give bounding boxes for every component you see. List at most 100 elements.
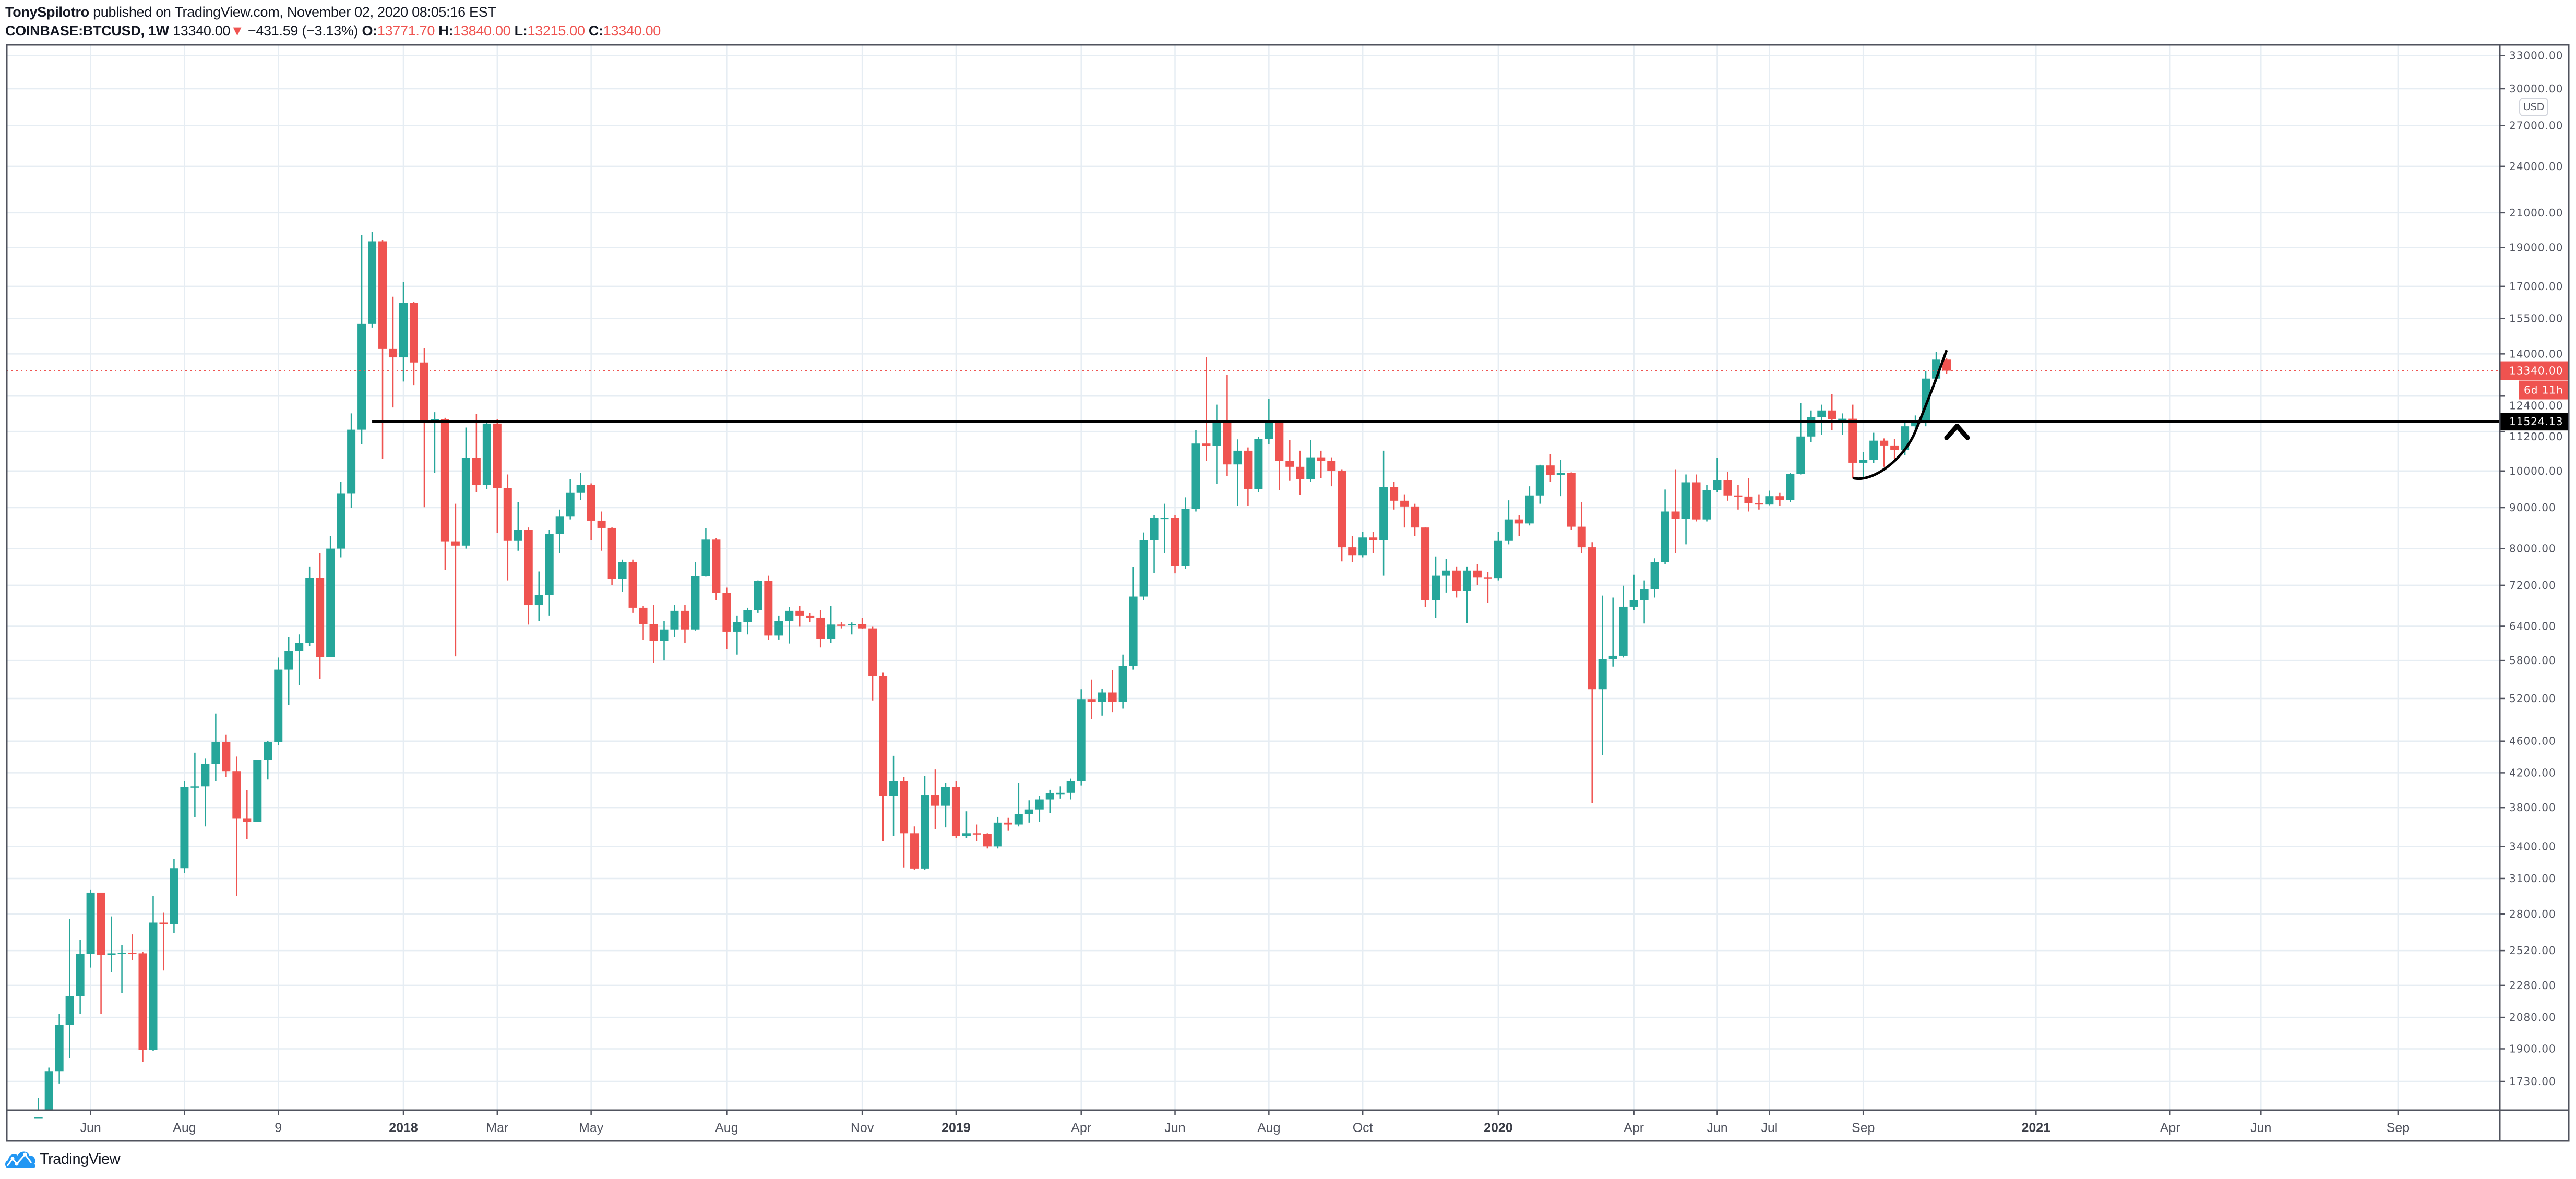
price-tick-label: 5800.00 [2509, 654, 2556, 667]
candle-body [1118, 666, 1127, 702]
candle [1619, 585, 1628, 658]
candle [1869, 432, 1878, 463]
candle-body [1775, 496, 1784, 500]
chart-grid [7, 45, 2500, 1110]
candle-body [858, 624, 867, 629]
close-value: 13340.00 [603, 23, 661, 39]
candle-body [1379, 487, 1388, 540]
candle [1317, 450, 1326, 478]
candle [1077, 689, 1086, 786]
candle [660, 621, 669, 661]
price-axis[interactable] [2500, 45, 2569, 1110]
candle [1504, 500, 1513, 545]
time-tick-label: May [579, 1121, 604, 1135]
candle [1442, 559, 1450, 593]
candle [607, 527, 616, 585]
candle-body [44, 1071, 53, 1110]
candle [868, 626, 877, 701]
candle [848, 622, 856, 635]
candle-body [1848, 418, 1857, 463]
candle [774, 615, 783, 640]
candle [1817, 404, 1826, 435]
candle-body [1014, 814, 1023, 825]
candle-body [837, 624, 846, 626]
candle-body [681, 610, 689, 630]
author-name[interactable]: TonySpilotro [5, 4, 89, 20]
candle [1390, 482, 1399, 510]
candle [983, 833, 992, 849]
candle-body [900, 781, 909, 834]
time-tick-label: Mar [486, 1121, 508, 1135]
low-value: 13215.00 [527, 23, 585, 39]
candle [1661, 489, 1669, 564]
candle [566, 479, 575, 520]
candle [858, 618, 867, 629]
candle-body [524, 530, 533, 606]
candle-body [1901, 426, 1910, 450]
tradingview-cloud-logo-icon [5, 1151, 35, 1168]
candle-body [1035, 799, 1044, 810]
candle [1233, 439, 1242, 506]
candle [910, 826, 919, 870]
candle [639, 606, 648, 641]
candle [1254, 437, 1263, 493]
candle-body [472, 458, 481, 486]
candle [1191, 430, 1200, 512]
price-tick-label: 15500.00 [2509, 312, 2563, 324]
candle [806, 613, 815, 622]
candle [691, 562, 700, 631]
candle-body [618, 562, 627, 579]
candle-body [691, 576, 700, 630]
candle-body [868, 628, 877, 676]
candle-body [951, 787, 960, 837]
price-tick-label: 3800.00 [2509, 801, 2556, 814]
candle-body [117, 953, 126, 954]
candle [972, 824, 981, 841]
candle-body [1880, 440, 1889, 446]
candle-body [107, 953, 116, 955]
currency-button[interactable]: USD [2519, 98, 2548, 116]
candle-body [253, 760, 262, 822]
caret-up-drawing[interactable] [1944, 424, 1970, 440]
candle [514, 502, 522, 551]
price-change: −431.59 (−3.13%) [247, 23, 359, 39]
price-tick-label: 9000.00 [2509, 501, 2556, 514]
candle [368, 232, 377, 328]
candle [503, 474, 512, 581]
candle [1608, 597, 1617, 667]
candle-body [639, 607, 648, 624]
candle [1379, 450, 1388, 576]
candle-body [1400, 500, 1409, 507]
candle-body [1744, 496, 1753, 503]
candle [1629, 574, 1638, 610]
candle-body [1828, 410, 1836, 419]
chart-frame [6, 44, 2570, 1142]
candle [816, 610, 825, 648]
candle [941, 783, 950, 828]
candle [1275, 422, 1284, 490]
candle-body [482, 423, 491, 486]
candle [1838, 413, 1847, 435]
brand-name[interactable]: TradingView [40, 1150, 121, 1168]
candle-body [1265, 423, 1273, 439]
time-tick-label: Aug [1257, 1121, 1280, 1135]
candle-body [34, 1117, 43, 1119]
price-tick-label: 1730.00 [2509, 1075, 2556, 1088]
parabolic-curve-drawing[interactable] [1852, 350, 1948, 480]
low-label: L: [514, 23, 528, 39]
candle-body [232, 771, 241, 819]
candle-body [1546, 465, 1555, 475]
candle [1588, 542, 1596, 803]
candle-body [389, 348, 398, 358]
candle-body [1306, 457, 1315, 479]
candle [420, 348, 428, 508]
candle-body [284, 651, 293, 670]
candle [900, 777, 909, 868]
candle-body [1285, 461, 1294, 467]
candle [149, 896, 158, 1051]
candle [1348, 536, 1357, 562]
candle-body [921, 795, 929, 869]
price-tick-label: 11200.00 [2509, 430, 2563, 443]
candle-body [347, 429, 356, 494]
